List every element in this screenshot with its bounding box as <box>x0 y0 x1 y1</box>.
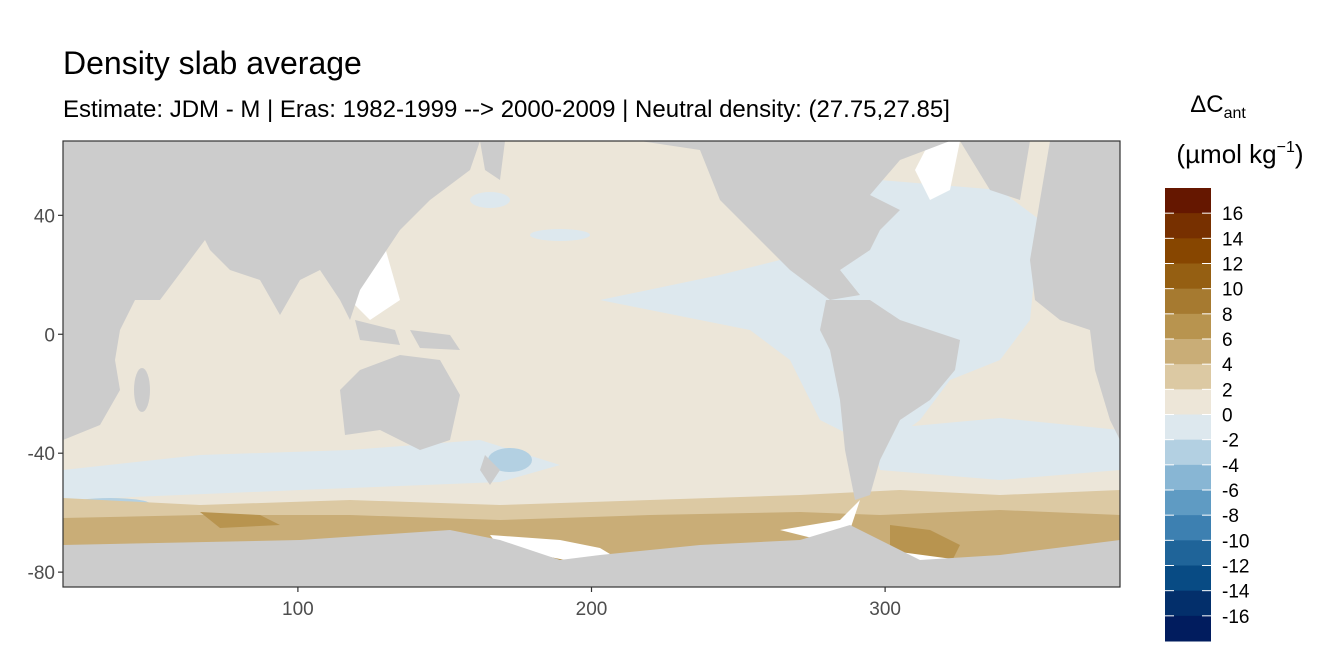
y-tick-label: 40 <box>34 206 55 227</box>
map-shape <box>63 525 1120 587</box>
legend-label: 16 <box>1222 204 1243 225</box>
map-shape <box>960 141 1030 200</box>
legend-unit-end: ) <box>1295 139 1304 169</box>
legend-swatch <box>1165 439 1211 466</box>
legend-label: 6 <box>1222 330 1233 351</box>
map-shape <box>340 355 460 450</box>
y-tick-label: -40 <box>28 444 55 465</box>
legend-label: -10 <box>1222 531 1249 552</box>
x-tick-label: 300 <box>869 599 901 620</box>
legend-label: 0 <box>1222 406 1233 427</box>
legend-label: -16 <box>1222 607 1249 628</box>
legend-label: -4 <box>1222 456 1239 477</box>
map-shape <box>640 141 950 300</box>
map-shape <box>1030 141 1120 440</box>
y-tick-label: 0 <box>44 325 55 346</box>
legend-unit-sup: −1 <box>1277 139 1295 156</box>
legend-swatch <box>1165 364 1211 390</box>
x-tick-label: 200 <box>576 599 608 620</box>
legend-label: -12 <box>1222 557 1249 578</box>
legend-label: -8 <box>1222 506 1239 527</box>
map-shape <box>410 330 460 350</box>
x-tick-label: 100 <box>282 599 314 620</box>
map-shape <box>488 448 532 472</box>
chart-subtitle: Estimate: JDM - M | Eras: 1982-1999 --> … <box>63 96 950 123</box>
map-shape <box>200 512 280 528</box>
map-shape <box>63 440 560 500</box>
legend-unit-main: (µmol kg <box>1176 139 1276 169</box>
legend-swatch <box>1165 188 1211 214</box>
legend-label: 14 <box>1222 229 1244 250</box>
legend-swatch <box>1165 389 1211 415</box>
legend-swatch <box>1165 540 1211 566</box>
legend-swatch <box>1165 615 1211 642</box>
legend-swatch <box>1165 238 1211 264</box>
legend-swatch <box>1165 414 1211 441</box>
legend-label: 12 <box>1222 255 1243 276</box>
legend-label: 8 <box>1222 305 1233 326</box>
legend-unit: (µmol kg−1) <box>1176 139 1303 169</box>
legend-swatch <box>1165 490 1211 516</box>
map-shape <box>355 320 400 345</box>
legend-swatch <box>1165 565 1211 592</box>
legend-swatch <box>1165 464 1211 491</box>
legend-swatch <box>1165 313 1211 340</box>
y-tick-label: -80 <box>28 563 55 584</box>
legend-swatch <box>1165 339 1211 365</box>
legend-swatch <box>1165 213 1211 239</box>
map-shape <box>480 141 505 180</box>
map-shape <box>470 192 510 208</box>
legend-title-main: ΔC <box>1190 91 1223 118</box>
chart-title: Density slab average <box>63 45 362 81</box>
legend-label: -6 <box>1222 481 1239 502</box>
legend-title: ΔCant <box>1190 91 1246 122</box>
legend-swatch <box>1165 263 1211 290</box>
map-shape <box>63 141 480 440</box>
map-shape <box>530 229 590 241</box>
map-shape <box>480 455 500 485</box>
legend-swatch <box>1165 515 1211 541</box>
legend-label: 10 <box>1222 280 1243 301</box>
land <box>63 141 1120 587</box>
legend-label: 4 <box>1222 355 1233 376</box>
legend-label: 2 <box>1222 380 1233 401</box>
map-shape <box>870 418 1120 480</box>
map-shape <box>134 368 150 412</box>
legend-swatch <box>1165 590 1211 617</box>
legend-swatch <box>1165 288 1211 315</box>
map-shape <box>820 300 960 500</box>
legend-title-sub: ant <box>1224 105 1247 122</box>
legend-label: -14 <box>1222 582 1250 603</box>
map-shape <box>915 141 960 200</box>
map <box>63 141 1120 587</box>
legend-label: -2 <box>1222 431 1239 452</box>
